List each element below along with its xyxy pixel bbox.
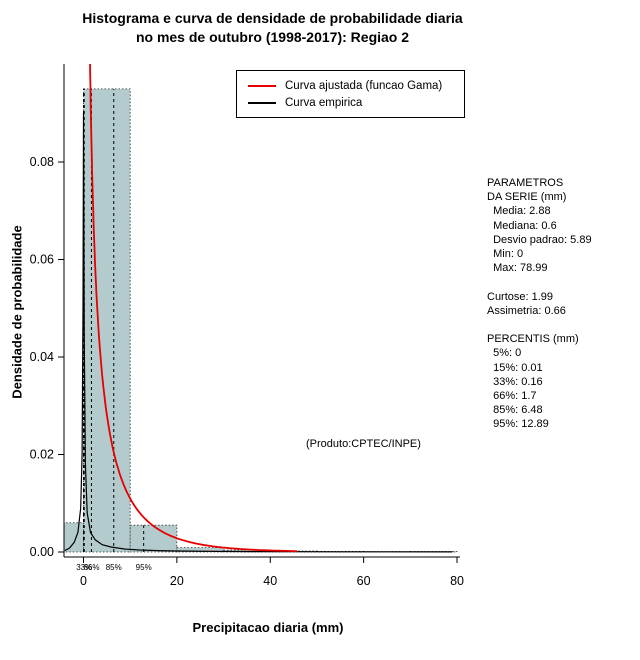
stats-line: DA SERIE (mm) [487,191,567,204]
plot-area [64,64,458,553]
stats-line: Curtose: 1.99 [487,290,554,303]
stats-line: Mediana: 0.6 [487,219,557,232]
stats-line: 66%: 1.7 [487,390,537,403]
x-tick-label: 0 [80,574,87,588]
stats-line: 15%: 0.01 [487,361,543,374]
percentile-label: 85% [106,563,122,572]
percentile-label: 66% [83,563,99,572]
chart-title-line2: no mes de outubro (1998-2017): Regiao 2 [135,29,410,45]
percentile-label: 33% [76,563,92,572]
x-tick-label: 20 [170,574,184,588]
y-tick-label: 0.00 [30,545,54,559]
stats-line: PERCENTIS (mm) [487,333,579,346]
stats-line [487,318,592,332]
stats-line: Max: 78.99 [487,262,548,275]
x-axis-label: Precipitacao diaria (mm) [192,620,344,635]
y-tick-label: 0.02 [30,448,54,462]
histogram-bar [64,522,84,553]
y-tick-label: 0.06 [30,253,54,267]
legend-item-label: Curva ajustada (funcao Gama) [285,79,443,92]
y-tick-label: 0.08 [30,155,54,169]
x-tick-label: 60 [357,574,371,588]
legend: Curva ajustada (funcao Gama) Curva empiri… [236,70,465,118]
legend-line-swatch [248,101,276,104]
histogram-bar [176,547,224,553]
x-tick-label: 80 [450,574,464,588]
y-tick-label: 0.04 [30,350,54,364]
stats-panel: PARAMETROS DA SERIE (mm) Media: 2.88 Medi… [487,176,592,432]
chart-title-line1: Histograma e curva de densidade de proba… [82,10,463,26]
legend-line-swatch [248,84,276,87]
stats-line [487,275,592,289]
legend-item: Curva ajustada (funcao Gama) [248,77,464,94]
product-annotation: (Produto:CPTEC/INPE) [306,438,421,450]
stats-line: Media: 2.88 [487,205,551,218]
x-tick-label: 40 [263,574,277,588]
histogram-bar [129,524,178,553]
y-axis-label: Densidade de probabilidade [9,225,25,399]
stats-line: Desvio padrao: 5.89 [487,233,592,246]
stats-line: 5%: 0 [487,347,522,360]
stats-line: PARAMETROS [487,177,564,189]
stats-line: 85%: 6.48 [487,404,543,417]
percentile-label: 95% [136,563,152,572]
stats-line: Min: 0 [487,248,524,261]
empirical-curve [64,113,453,553]
chart-title: Histograma e curva de densidade de proba… [0,9,545,47]
legend-item: Curva empirica [248,94,464,111]
fitted-gamma-curve [89,64,298,552]
stats-line: 95%: 12.89 [487,418,549,431]
stats-line: Assimetria: 0.66 [487,304,566,317]
legend-item-label: Curva empirica [285,96,363,109]
stats-line: 33%: 0.16 [487,375,543,388]
